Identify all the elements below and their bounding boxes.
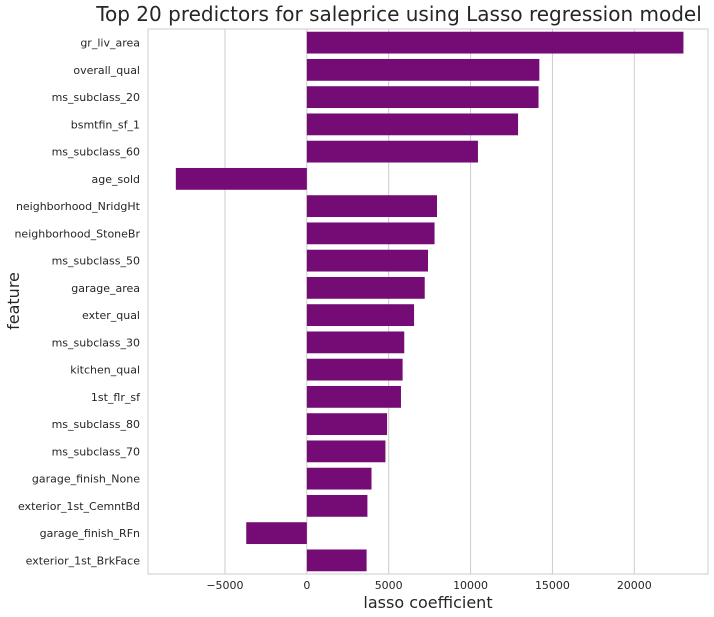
y-tick-label: ms_subclass_80	[52, 418, 140, 431]
x-tick-label: 5000	[375, 579, 403, 592]
bar-age-sold	[175, 167, 307, 190]
y-tick-label: ms_subclass_30	[52, 336, 140, 349]
y-tick-label: exterior_1st_BrkFace	[26, 554, 141, 567]
x-tick-label: 15000	[535, 579, 570, 592]
y-tick-label: ms_subclass_60	[52, 146, 140, 159]
y-tick-label: age_sold	[92, 173, 141, 186]
y-tick-label: kitchen_qual	[70, 364, 140, 377]
bar-ms-subclass-60	[306, 140, 478, 163]
y-tick-label: gr_liv_area	[80, 37, 140, 50]
bar-bsmtfin-sf-1	[306, 113, 519, 136]
bar-ms-subclass-80	[306, 413, 388, 436]
gridlines	[224, 29, 635, 574]
y-axis-label: feature	[4, 272, 23, 330]
y-tick-labels: gr_liv_area overall_qual ms_subclass_20bsm…	[14, 37, 141, 568]
y-tick-label: ms_subclass_50	[52, 255, 140, 268]
y-tick-label: ms_subclass_70	[52, 445, 140, 458]
bar-ms-subclass-20	[306, 86, 539, 109]
bar-1st-flr-sf	[306, 385, 401, 408]
bar-kitchen-qual	[306, 358, 403, 381]
x-tick-label: 10000	[453, 579, 488, 592]
y-tick-label: garage_finish_None	[32, 473, 140, 486]
y-tick-label: exterior_1st_CemntBd	[18, 500, 140, 513]
bar-exterior-1st-brkface	[306, 549, 367, 572]
x-tick-labels: −5000 0 5000 10000 15000 20000	[206, 579, 651, 592]
bar-garage-finish-none	[306, 467, 372, 490]
x-tick-label: 0	[303, 579, 310, 592]
bar-gr-liv-area	[306, 31, 684, 54]
bar-garage-finish-rfn	[246, 522, 307, 545]
bar-ms-subclass-50	[306, 249, 428, 272]
bar-garage-area	[306, 276, 425, 299]
y-tick-label: neighborhood_StoneBr	[14, 227, 140, 240]
y-tick-label: 1st_flr_sf	[91, 391, 141, 404]
y-tick-label: garage_area	[71, 282, 140, 295]
y-tick-label: overall_qual	[73, 64, 140, 77]
bar-ms-subclass-30	[306, 331, 405, 354]
bar-exterior-1st-cemntbd	[306, 494, 368, 517]
y-tick-label: exter_qual	[82, 309, 140, 322]
y-tick-label: bsmtfin_sf_1	[71, 118, 140, 131]
plot-frame	[147, 28, 709, 575]
bar-exter-qual	[306, 304, 415, 327]
bar-neighborhood-nridght	[306, 195, 438, 218]
y-tick-label: ms_subclass_20	[52, 91, 140, 104]
chart-title: Top 20 predictors for saleprice using La…	[95, 2, 702, 26]
x-axis-label: lasso coefficient	[363, 593, 492, 612]
x-tick-label: −5000	[206, 579, 243, 592]
bar-overall-qual	[306, 58, 540, 81]
bar-ms-subclass-70	[306, 440, 386, 463]
x-tick-label: 20000	[617, 579, 652, 592]
bar-neighborhood-stonebr	[306, 222, 435, 245]
bars	[175, 31, 684, 572]
y-tick-label: neighborhood_NridgHt	[16, 200, 141, 213]
y-tick-label: garage_finish_RFn	[40, 527, 140, 540]
